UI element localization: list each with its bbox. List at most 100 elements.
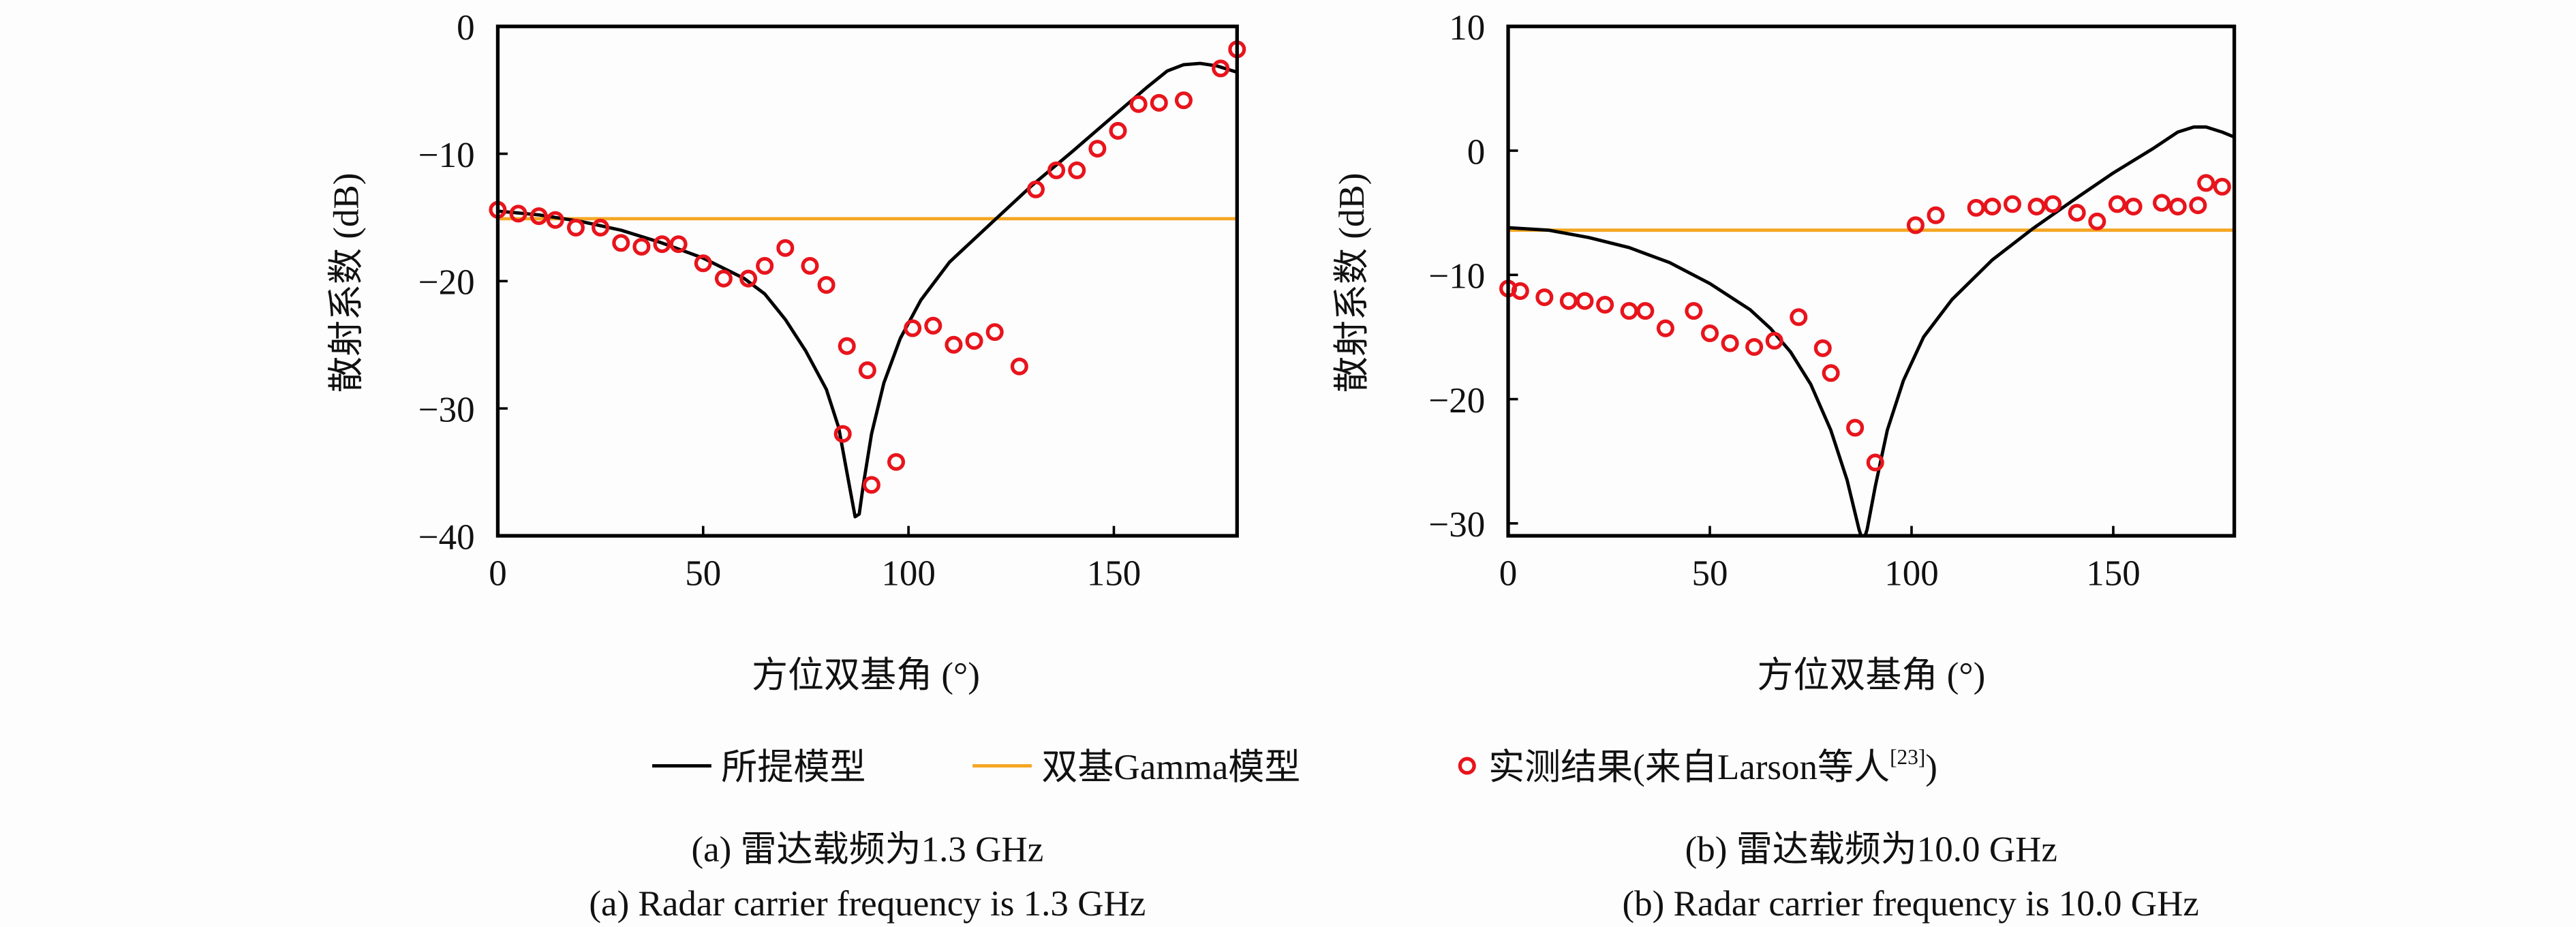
measured-point-a: [1088, 140, 1107, 158]
x-tick-label-b: 100: [1884, 553, 1939, 593]
x-axis-label-b: 方位双基角 (°): [1757, 656, 1985, 695]
measured-point-a: [904, 319, 922, 337]
panel-a: 散射系数 (dB) 方位双基角 (°) (a) 雷达载频为1.3 GHz (a)…: [327, 8, 1246, 924]
y-tick-label-a: −10: [418, 136, 475, 175]
measured-point-b: [1511, 282, 1529, 301]
y-tick-label-b: 10: [1449, 8, 1485, 48]
legend: 所提模型 双基Gamma模型 实测结果(来自Larson等人[23]): [652, 745, 1937, 787]
y-tick-label-b: −30: [1428, 505, 1485, 545]
measured-point-b: [2153, 194, 2171, 212]
x-tick-label-a: 150: [1087, 553, 1141, 593]
x-tick-label-b: 0: [1499, 553, 1518, 593]
measured-point-b: [2068, 204, 2086, 222]
measured-point-a: [530, 207, 548, 226]
measured-point-a: [546, 211, 564, 229]
measured-point-a: [862, 476, 880, 494]
caption-zh-b: (b) 雷达载频为10.0 GHz: [1685, 830, 2057, 869]
measured-point-b: [2003, 195, 2022, 213]
measured-point-a: [653, 235, 671, 254]
measured-point-a: [714, 269, 733, 288]
measured-point-a: [669, 235, 688, 254]
measured-point-a: [1174, 91, 1193, 110]
y-tick-label-b: −20: [1428, 381, 1485, 421]
measured-point-b: [1927, 206, 1945, 224]
measured-point-a: [776, 239, 795, 257]
y-axis-label-b: 散射系数 (dB): [1332, 173, 1372, 393]
measured-point-a: [1212, 59, 1230, 78]
measured-point-a: [1068, 161, 1086, 179]
caption-zh-a: (a) 雷达载频为1.3 GHz: [691, 830, 1043, 869]
x-tick-label-a: 50: [685, 553, 721, 593]
measured-point-b: [2213, 177, 2231, 196]
measured-point-a: [739, 269, 758, 288]
measured-point-a: [1150, 93, 1168, 112]
measured-point-a: [1010, 357, 1028, 376]
measured-point-b: [1906, 216, 1925, 234]
measured-point-b: [1745, 337, 1764, 356]
measured-point-a: [632, 237, 651, 256]
measured-point-a: [887, 453, 906, 471]
measured-point-a: [566, 218, 585, 237]
x-tick-label-a: 100: [881, 553, 936, 593]
measured-point-a: [509, 204, 527, 223]
measured-point-a: [1047, 161, 1066, 179]
measured-point-b: [1559, 292, 1578, 310]
measured-point-a: [756, 256, 774, 275]
legend-measured-marker: [1458, 757, 1476, 775]
measured-point-b: [1967, 198, 1985, 217]
y-tick-label-b: 0: [1467, 132, 1486, 172]
measured-point-b: [1866, 453, 1884, 472]
measured-point-b: [1656, 319, 1674, 337]
measured-point-a: [1129, 95, 1148, 113]
measured-point-b: [2168, 198, 2187, 216]
measured-point-a: [817, 275, 835, 294]
legend-measured-label: 实测结果(来自Larson等人[23]): [1488, 745, 1937, 787]
measured-point-a: [612, 234, 630, 252]
legend-model-label: 所提模型: [721, 748, 865, 787]
measured-point-b: [1685, 302, 1703, 320]
measured-point-a: [1026, 180, 1045, 198]
measured-point-b: [1765, 331, 1783, 350]
measured-point-b: [2189, 196, 2207, 215]
measured-point-b: [1596, 296, 1614, 314]
y-tick-label-a: 0: [457, 8, 475, 48]
measured-point-b: [1983, 198, 2002, 216]
y-tick-label-a: −30: [418, 391, 475, 430]
measured-point-a: [1109, 121, 1127, 140]
measured-point-b: [1620, 302, 1638, 320]
x-tick-label-b: 50: [1692, 553, 1728, 593]
measured-point-a: [945, 335, 963, 354]
measured-point-a: [838, 337, 856, 355]
measured-point-b: [1790, 308, 1808, 326]
measured-point-b: [2197, 174, 2215, 192]
measured-point-b: [2108, 195, 2126, 213]
measured-point-a: [801, 256, 819, 275]
caption-en-b: (b) Radar carrier frequency is 10.0 GHz: [1622, 884, 2198, 924]
measured-point-a: [592, 218, 610, 237]
measured-point-b: [2027, 198, 2046, 216]
plot-frame-b: [1506, 25, 2237, 538]
measured-point-a: [858, 361, 876, 380]
y-axis-label-a: 散射系数 (dB): [327, 173, 367, 393]
measured-point-b: [2088, 212, 2106, 230]
panel-b: 散射系数 (dB) 方位双基角 (°) (b) 雷达载频为10.0 GHz (b…: [1332, 8, 2237, 924]
measured-point-b: [1846, 419, 1865, 437]
y-tick-label-b: −10: [1428, 257, 1485, 297]
measured-point-b: [1576, 292, 1594, 310]
proposed-model-line-b: [1508, 125, 2235, 536]
measured-point-b: [2124, 198, 2143, 216]
caption-en-a: (a) Radar carrier frequency is 1.3 GHz: [589, 884, 1146, 924]
measured-point-b: [1813, 339, 1832, 357]
legend-gamma-label: 双基Gamma模型: [1041, 748, 1300, 787]
y-tick-label-a: −20: [418, 263, 475, 303]
measured-point-b: [1822, 364, 1840, 382]
measured-point-a: [833, 425, 852, 443]
measured-point-b: [1535, 288, 1554, 307]
measured-point-a: [694, 254, 712, 273]
x-tick-label-b: 150: [2086, 553, 2141, 593]
measured-point-b: [1721, 334, 1739, 352]
measured-point-a: [965, 332, 983, 350]
x-tick-label-a: 0: [489, 553, 507, 593]
measured-point-a: [985, 323, 1004, 341]
